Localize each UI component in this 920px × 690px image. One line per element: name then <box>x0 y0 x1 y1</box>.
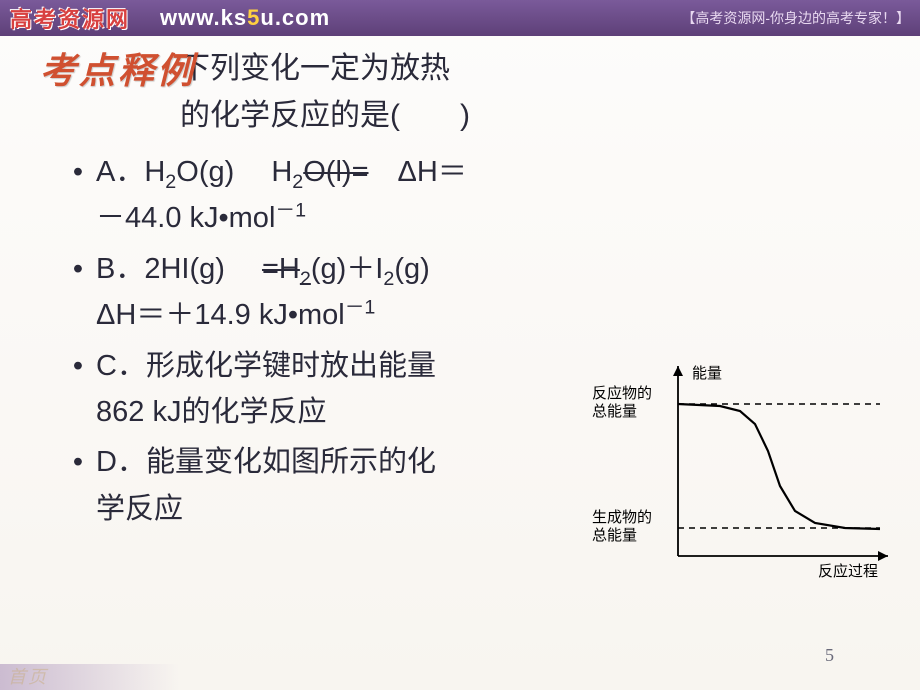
bullet-dot: • <box>60 439 96 532</box>
txt: =H <box>262 253 300 285</box>
svg-text:反应过程: 反应过程 <box>818 562 878 580</box>
txt: 形成化学键时放出能量 <box>146 350 436 382</box>
option-c-body: C．形成化学键时放出能量 862 kJ的化学反应 <box>96 343 600 436</box>
option-c: • C．形成化学键时放出能量 862 kJ的化学反应 <box>60 343 600 436</box>
question-line2: 的化学反应的是( ) <box>180 99 470 132</box>
svg-text:反应物的: 反应物的 <box>592 384 652 402</box>
option-d-label: D． <box>96 446 146 478</box>
page-number: 5 <box>825 645 834 666</box>
txt: O(g) H <box>176 156 292 188</box>
strike-text: =H2 <box>262 253 311 285</box>
sub: 2 <box>383 268 394 290</box>
url-highlight: 5 <box>247 5 260 30</box>
option-b-body: B．2HI(g) =H2(g)＋I2(g) ΔH＝＋14.9 kJ•mol－1 <box>96 246 600 339</box>
sub: 2 <box>300 268 311 290</box>
option-d: • D．能量变化如图所示的化 学反应 <box>60 439 600 532</box>
top-bar: 高考资源网 www.ks5u.com 【高考资源网-你身边的高考专家！】 <box>0 0 920 36</box>
bullet-dot: • <box>60 246 96 339</box>
option-a-body: A．H2O(g) H2O(l)= ΔH＝ －44.0 kJ•mol－1 <box>96 149 600 242</box>
svg-text:能量: 能量 <box>692 365 722 382</box>
txt: (g)＋I <box>311 253 384 285</box>
options-list: • A．H2O(g) H2O(l)= ΔH＝ －44.0 kJ•mol－1 • … <box>60 149 600 532</box>
txt: 学反应 <box>96 493 183 525</box>
strike-text: O(l)= <box>303 156 368 188</box>
slide-content: 考点释例 下列变化一定为放热 的化学反应的是( ) • A．H2O(g) H2O… <box>0 36 920 532</box>
txt: ΔH＝＋14.9 kJ•mol <box>96 299 345 331</box>
txt: －44.0 kJ•mol <box>96 202 275 234</box>
txt: H <box>144 156 165 188</box>
url-prefix: www.ks <box>160 5 247 30</box>
svg-text:生成物的: 生成物的 <box>592 509 652 526</box>
svg-text:总能量: 总能量 <box>592 403 637 420</box>
sub: 2 <box>165 171 176 193</box>
bullet-dot: • <box>60 343 96 436</box>
txt: 862 kJ的化学反应 <box>96 396 326 428</box>
option-c-label: C． <box>96 350 146 382</box>
energy-chart: 能量反应过程反应物的总能量生成物的总能量 <box>590 356 890 586</box>
option-a: • A．H2O(g) H2O(l)= ΔH＝ －44.0 kJ•mol－1 <box>60 149 600 242</box>
txt: (g) <box>394 253 429 285</box>
sup: －1 <box>275 200 306 222</box>
svg-text:总能量: 总能量 <box>592 527 637 544</box>
txt: 能量变化如图所示的化 <box>146 446 436 478</box>
section-title: 考点释例 <box>40 42 196 94</box>
question-stem: 下列变化一定为放热 的化学反应的是( ) <box>180 46 850 139</box>
option-d-body: D．能量变化如图所示的化 学反应 <box>96 439 600 532</box>
site-tagline: 【高考资源网-你身边的高考专家！】 <box>681 8 910 28</box>
site-logo-text: 高考资源网 <box>10 2 130 34</box>
option-b-label: B． <box>96 253 144 285</box>
bullet-dot: • <box>60 149 96 242</box>
footer-decoration: 首页 <box>0 664 180 690</box>
url-suffix: u.com <box>260 5 330 30</box>
option-b: • B．2HI(g) =H2(g)＋I2(g) ΔH＝＋14.9 kJ•mol－… <box>60 246 600 339</box>
question-line1: 下列变化一定为放热 <box>180 52 450 85</box>
sub: 2 <box>292 171 303 193</box>
txt: ΔH＝ <box>369 156 467 188</box>
sup: －1 <box>345 297 376 319</box>
option-a-label: A． <box>96 156 144 188</box>
site-url: www.ks5u.com <box>160 5 681 31</box>
txt: 2HI(g) <box>144 253 262 285</box>
